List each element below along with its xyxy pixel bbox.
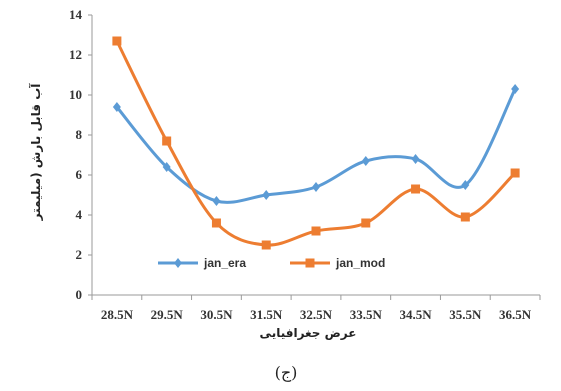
data-point xyxy=(212,196,221,206)
y-tick-label: 12 xyxy=(69,47,82,62)
legend-label: jan_mod xyxy=(335,256,385,270)
x-axis-label: عرض جغرافیایی xyxy=(260,326,357,340)
legend-label: jan_era xyxy=(203,256,246,270)
series-jan_mod xyxy=(112,36,520,250)
legend-swatch-marker xyxy=(305,258,315,268)
y-tick-labels: 0 2 4 6 8 10 12 14 xyxy=(69,7,83,302)
data-point xyxy=(162,136,172,146)
data-point xyxy=(262,190,271,200)
x-tick-label: 34.5N xyxy=(399,307,432,322)
y-tick-label: 4 xyxy=(76,207,83,222)
legend-item: jan_mod xyxy=(290,256,385,270)
data-point xyxy=(510,168,520,178)
x-tick-label: 35.5N xyxy=(449,307,482,322)
figure-caption: (ج) xyxy=(275,363,298,382)
y-tick-label: 8 xyxy=(76,127,83,142)
axes xyxy=(88,14,541,300)
y-axis-label: آب قابل بارش (میلیمتر xyxy=(28,83,43,222)
legend: jan_era jan_mod xyxy=(158,256,385,270)
legend-item: jan_era xyxy=(158,256,246,270)
y-tick-label: 14 xyxy=(69,7,83,22)
y-tick-label: 0 xyxy=(76,287,83,302)
data-point xyxy=(511,84,520,94)
data-point xyxy=(311,226,321,236)
x-tick-label: 36.5N xyxy=(499,307,532,322)
data-point xyxy=(312,182,320,192)
data-point xyxy=(411,154,420,164)
data-point xyxy=(361,218,371,228)
data-point xyxy=(461,180,470,190)
legend-swatch-marker xyxy=(174,258,182,268)
data-point xyxy=(162,162,171,172)
x-tick-label: 31.5N xyxy=(250,307,283,322)
data-point xyxy=(361,156,370,166)
y-tick-label: 6 xyxy=(76,167,83,182)
series-layer xyxy=(112,36,520,250)
series-line xyxy=(115,39,517,247)
x-tick-label: 28.5N xyxy=(101,307,134,322)
x-tick-labels: 28.5N 29.5N 30.5N 31.5N 32.5N 33.5N 34.5N 35.5N… xyxy=(101,307,532,322)
data-point xyxy=(261,240,271,250)
x-tick-label: 29.5N xyxy=(151,307,184,322)
data-point xyxy=(460,212,470,222)
y-tick-label: 2 xyxy=(76,247,83,262)
x-tick-label: 32.5N xyxy=(300,307,333,322)
data-point xyxy=(211,218,221,228)
x-tick-label: 33.5N xyxy=(350,307,383,322)
data-point xyxy=(411,184,421,194)
series-jan_era xyxy=(112,84,520,206)
data-point xyxy=(112,102,121,112)
y-tick-label: 10 xyxy=(69,87,82,102)
data-point xyxy=(112,36,122,46)
x-tick-label: 30.5N xyxy=(200,307,233,322)
